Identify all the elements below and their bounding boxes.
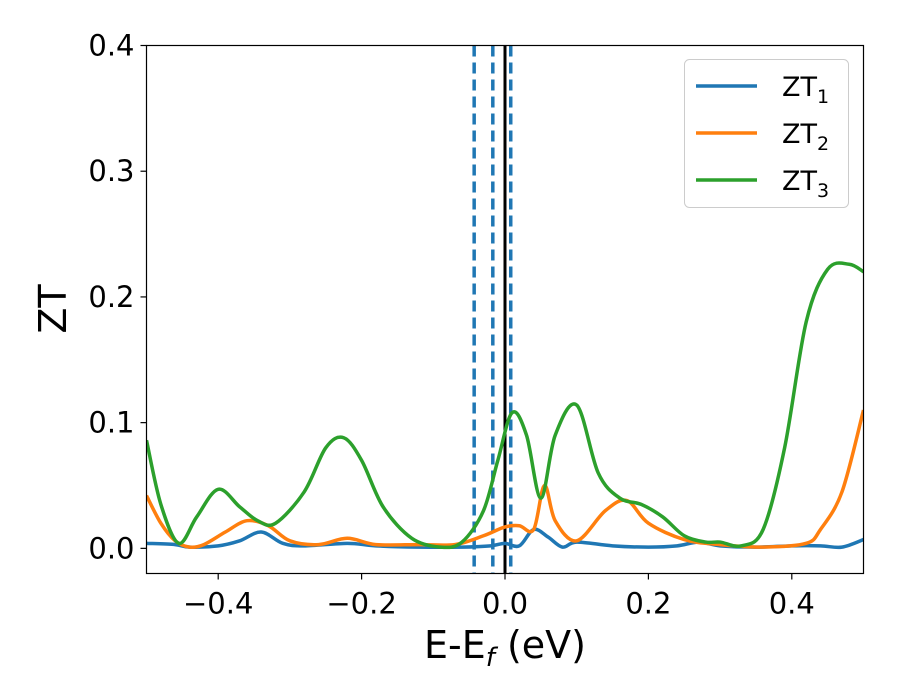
y-tick-label: 0.4: [88, 29, 134, 63]
legend-label-zt2: ZT2: [782, 119, 829, 155]
legend-label-zt3: ZT3: [782, 166, 829, 202]
x-tick-label: −0.2: [326, 587, 396, 621]
legend-box: [684, 59, 849, 208]
series-line-zt3: [146, 261, 864, 550]
y-tick-label: 0.2: [88, 280, 134, 314]
y-tick-label: 0.1: [88, 406, 134, 440]
vertical-lines: [472, 45, 513, 574]
y-tick-label: 0.0: [88, 531, 134, 565]
x-tick-label: 0.0: [482, 587, 528, 621]
x-tick-label: 0.2: [625, 587, 671, 621]
series-line-zt2: [146, 409, 864, 550]
series-lines: [146, 261, 864, 550]
y-axis-label: ZT: [31, 284, 75, 334]
legend-items: ZT1 ZT2 ZT3: [696, 72, 829, 202]
y-axis-ticks: 0.0 0.1 0.2 0.3 0.4: [88, 29, 147, 565]
x-axis-ticks: −0.4 −0.2 0.0 0.2 0.4: [183, 573, 815, 621]
y-tick-label: 0.3: [88, 154, 134, 188]
legend-label-zt1: ZT1: [782, 72, 829, 108]
x-tick-label: 0.4: [769, 587, 815, 621]
x-tick-label: −0.4: [183, 587, 253, 621]
legend: ZT1 ZT2 ZT3: [684, 59, 849, 208]
x-axis-label: E-Ef (eV): [424, 623, 586, 673]
